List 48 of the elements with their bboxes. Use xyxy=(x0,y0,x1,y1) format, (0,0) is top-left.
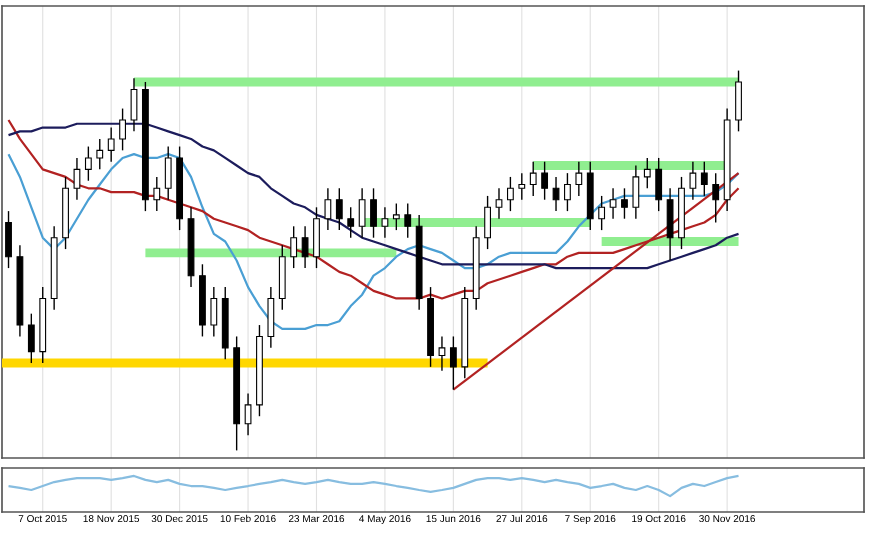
candlestick xyxy=(484,195,491,250)
candlestick xyxy=(506,176,514,212)
candlestick xyxy=(689,161,697,201)
candlestick xyxy=(130,77,138,133)
candlestick xyxy=(495,187,503,220)
candlestick xyxy=(119,107,126,152)
candlestick xyxy=(552,176,560,212)
candlestick xyxy=(609,187,617,220)
candlestick xyxy=(575,161,583,197)
candlestick xyxy=(358,187,366,239)
candlestick xyxy=(564,172,571,212)
candlestick xyxy=(666,187,674,262)
candlestick xyxy=(73,157,81,201)
candlestick xyxy=(518,172,526,201)
candlestick xyxy=(700,161,708,197)
candlestick xyxy=(84,145,92,182)
candlestick xyxy=(370,187,377,239)
candlestick xyxy=(621,187,628,220)
candlestick xyxy=(107,126,115,163)
candlestick xyxy=(586,161,594,231)
candlestick xyxy=(153,176,161,212)
candlestick xyxy=(164,145,172,201)
candlestick xyxy=(735,69,742,133)
candlestick xyxy=(267,286,275,349)
candlestick xyxy=(324,187,332,231)
candlestick xyxy=(643,157,651,190)
candlestick xyxy=(301,225,309,269)
candlestick xyxy=(598,195,606,231)
candlestick xyxy=(335,187,343,231)
candlestick xyxy=(449,335,457,391)
candlestick xyxy=(290,225,298,269)
candlestick xyxy=(712,172,720,224)
candlestick xyxy=(210,286,218,338)
candlestick xyxy=(244,392,252,436)
candlestick xyxy=(96,138,104,171)
candlestick xyxy=(27,312,35,364)
candlestick xyxy=(438,335,446,372)
candlestick xyxy=(313,206,320,269)
candlestick xyxy=(404,202,412,239)
candlestick xyxy=(278,244,286,311)
candlestick xyxy=(347,206,355,239)
candlestick xyxy=(381,206,389,239)
candlestick xyxy=(392,202,400,231)
candlestick xyxy=(541,161,549,201)
candlestick xyxy=(5,210,12,269)
candlestick xyxy=(632,164,640,220)
candlestick xyxy=(529,161,537,197)
candlestick xyxy=(655,157,663,212)
